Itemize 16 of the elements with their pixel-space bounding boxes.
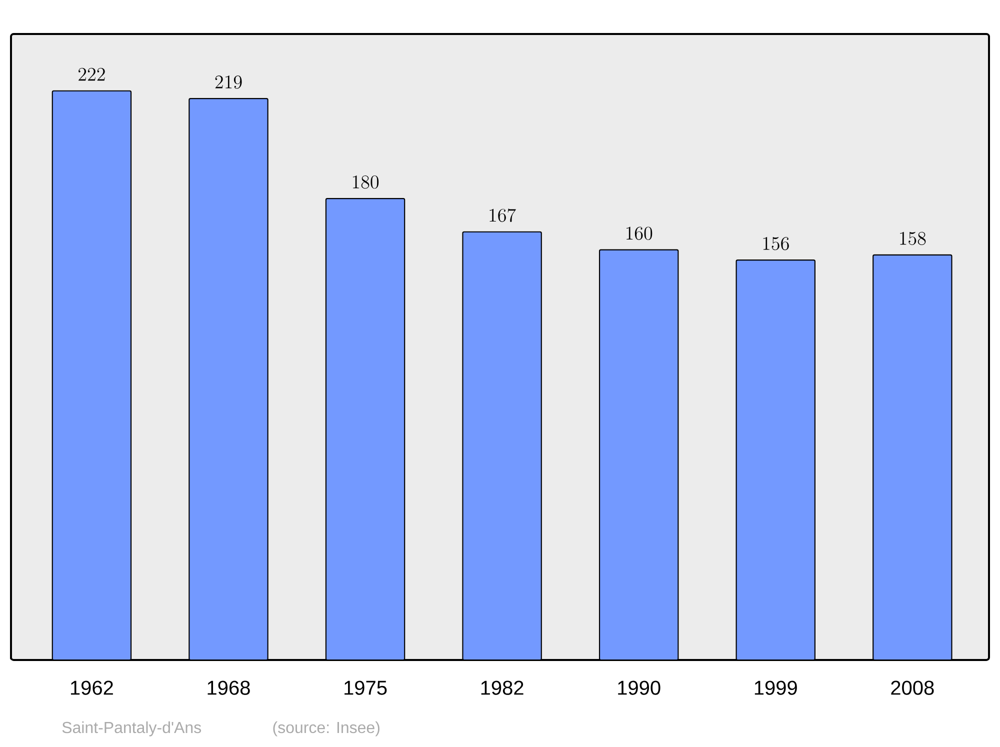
data-label: 160 [626,226,652,240]
data-label: 156 [763,237,789,250]
x-tick-label: 1999 [754,680,797,695]
text: (source: Insee) [273,721,380,736]
data-label: 167 [490,208,516,222]
x-tick-label: 1982 [481,680,524,695]
data-label: 180 [352,176,379,189]
x-tick-label: 1975 [344,680,387,695]
x-tick-label: 2008 [891,680,934,695]
x-tick-label: 1962 [70,680,113,695]
data-label: 222 [78,68,105,81]
x-tick-label: 1990 [618,680,660,695]
data-label: 219 [215,76,242,89]
x-tick-label: 1968 [208,680,250,695]
text: Saint-Pantaly-d'Ans [62,721,202,736]
data-label: 158 [900,232,926,246]
